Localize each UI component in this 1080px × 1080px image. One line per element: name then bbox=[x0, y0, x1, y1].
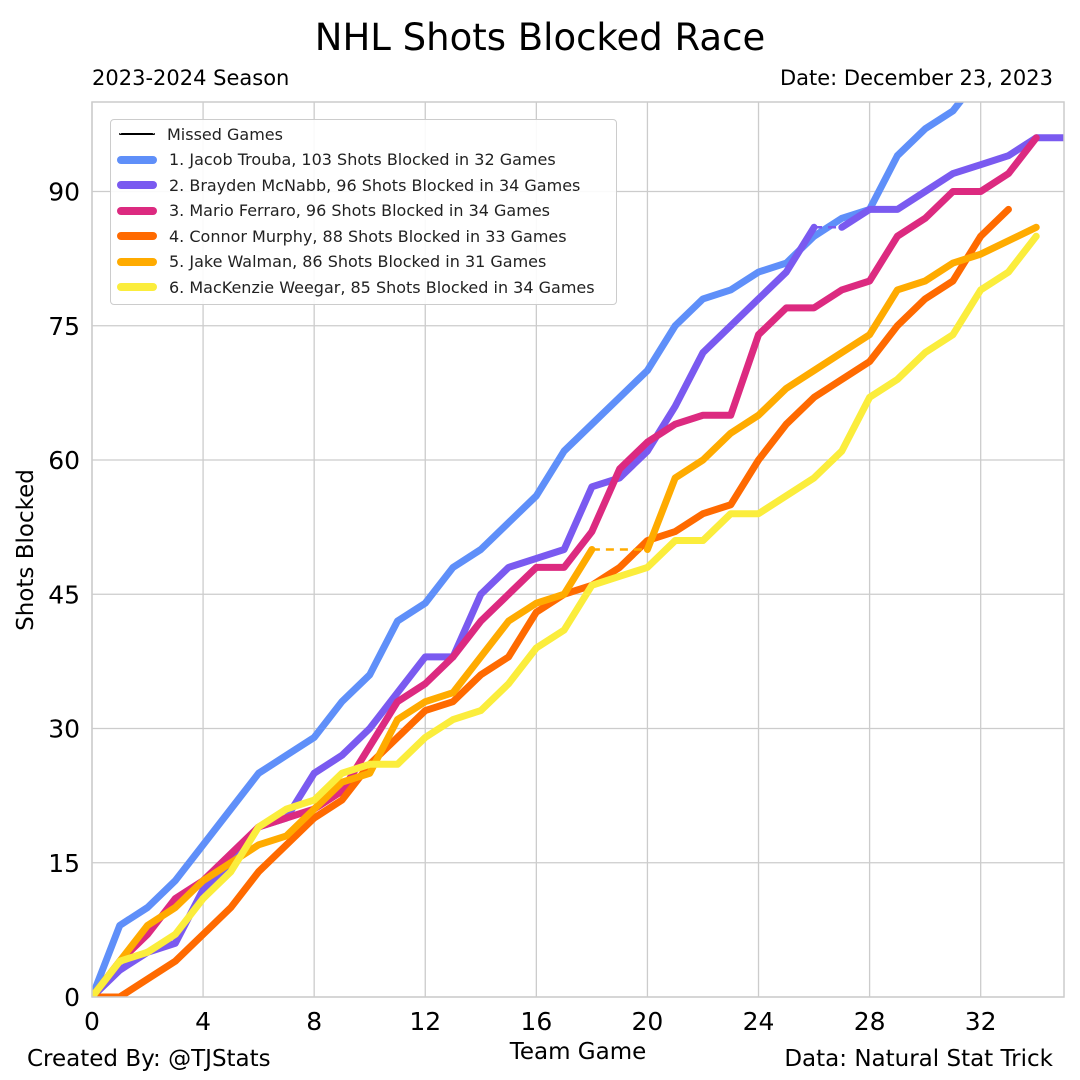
series-line-1 bbox=[92, 102, 965, 997]
tick-labels: 0 4 8 12 16 20 24 28 32 0 15 30 45 60 75 90 bbox=[48, 178, 996, 1037]
series-line-4 bbox=[92, 205, 1012, 997]
y-tick-label: 30 bbox=[48, 715, 80, 744]
legend-label: 4. Connor Murphy, 88 Shots Blocked in 33… bbox=[169, 226, 567, 246]
legend: Missed Games 1. Jacob Trouba, 103 Shots … bbox=[110, 119, 617, 305]
legend-label: 5. Jake Walman, 86 Shots Blocked in 31 G… bbox=[169, 252, 547, 271]
legend-label: 3. Mario Ferraro, 96 Shots Blocked in 34… bbox=[169, 201, 550, 220]
y-tick-label: 75 bbox=[48, 312, 80, 341]
legend-label: Missed Games bbox=[167, 124, 283, 144]
season-label: 2023-2024 Season bbox=[92, 66, 290, 90]
y-tick-label: 90 bbox=[48, 178, 80, 207]
y-tick-label: 60 bbox=[48, 446, 80, 475]
series-line-5 bbox=[92, 546, 596, 997]
y-tick-label: 15 bbox=[48, 849, 80, 878]
date-label: Date: December 23, 2023 bbox=[779, 66, 1053, 90]
x-tick-label: 20 bbox=[632, 1007, 664, 1036]
series-line-6 bbox=[92, 232, 1040, 997]
series-lines bbox=[92, 102, 1064, 997]
legend-item: 4. Connor Murphy, 88 Shots Blocked in 33… bbox=[117, 224, 567, 248]
x-tick-label: 28 bbox=[854, 1007, 886, 1036]
y-tick-label: 45 bbox=[48, 580, 80, 609]
credit-label: Created By: @TJStats bbox=[27, 1046, 271, 1072]
source-label: Data: Natural Stat Trick bbox=[784, 1046, 1053, 1072]
x-tick-label: 4 bbox=[195, 1007, 211, 1036]
y-axis-label: Shots Blocked bbox=[13, 469, 39, 631]
y-tick-label: 0 bbox=[64, 983, 80, 1012]
legend-swatch-icon bbox=[117, 155, 157, 164]
x-tick-label: 12 bbox=[409, 1007, 441, 1036]
dashed-line-icon bbox=[119, 133, 155, 135]
legend-item: 6. MacKenzie Weegar, 85 Shots Blocked in… bbox=[117, 275, 595, 299]
legend-item-missed-games: Missed Games bbox=[117, 122, 283, 146]
series-line-2 bbox=[838, 134, 1064, 231]
legend-item: 2. Brayden McNabb, 96 Shots Blocked in 3… bbox=[117, 173, 580, 197]
series-line-5 bbox=[643, 223, 1040, 553]
legend-item: 5. Jake Walman, 86 Shots Blocked in 31 G… bbox=[117, 250, 546, 274]
legend-swatch-icon bbox=[117, 206, 157, 215]
x-tick-label: 8 bbox=[306, 1007, 322, 1036]
x-axis-label: Team Game bbox=[509, 1039, 647, 1065]
plot-frame bbox=[91, 101, 1065, 998]
legend-label: 1. Jacob Trouba, 103 Shots Blocked in 32… bbox=[169, 150, 556, 169]
x-tick-label: 32 bbox=[965, 1007, 997, 1036]
legend-label: 6. MacKenzie Weegar, 85 Shots Blocked in… bbox=[169, 277, 595, 297]
legend-item: 3. Mario Ferraro, 96 Shots Blocked in 34… bbox=[117, 199, 550, 223]
legend-label: 2. Brayden McNabb, 96 Shots Blocked in 3… bbox=[169, 175, 581, 195]
chart-title: NHL Shots Blocked Race bbox=[314, 16, 766, 59]
axes bbox=[91, 101, 1065, 998]
legend-swatch-icon bbox=[117, 181, 157, 189]
x-tick-label: 24 bbox=[743, 1007, 775, 1036]
legend-swatch-icon bbox=[117, 283, 157, 291]
x-tick-label: 16 bbox=[520, 1007, 552, 1036]
legend-swatch-icon bbox=[117, 257, 157, 266]
legend-swatch-icon bbox=[117, 232, 157, 240]
legend-item: 1. Jacob Trouba, 103 Shots Blocked in 32… bbox=[117, 148, 556, 172]
x-tick-label: 0 bbox=[84, 1007, 100, 1036]
